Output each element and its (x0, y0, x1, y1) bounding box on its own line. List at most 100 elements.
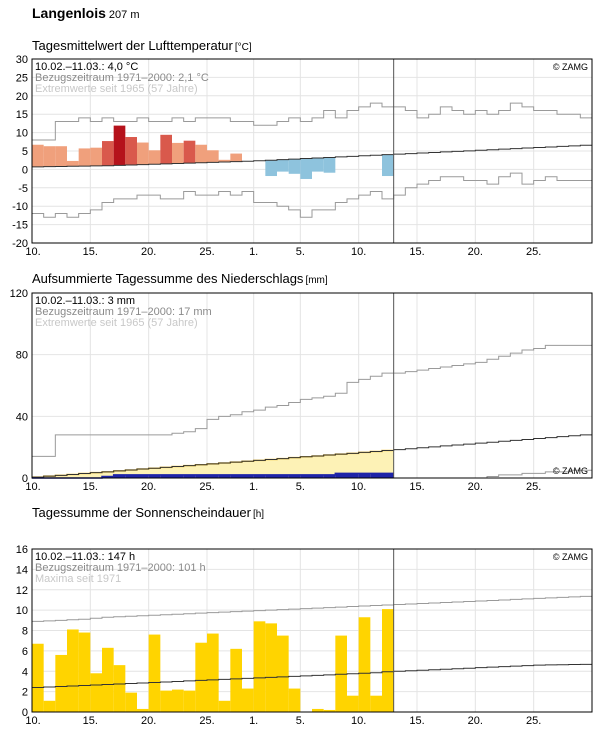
precip-actual-bar (137, 474, 149, 478)
temp-bar (230, 153, 242, 162)
temp-credit: © ZAMG (553, 62, 588, 72)
sunshine-chart-title: Tagessumme der Sonnenscheindauer [h] (32, 505, 264, 520)
temp-ytick-label: 30 (16, 54, 28, 66)
temp-xtick-label: 10. (351, 246, 366, 258)
temp-bar (160, 134, 172, 164)
temp-xtick-label: 25. (526, 246, 541, 258)
precip-xtick-label: 10. (25, 481, 40, 493)
temp-ytick-label: 5 (22, 146, 28, 158)
sunshine-bar (253, 621, 266, 712)
sunshine-bar (370, 695, 382, 712)
precip-info-extremes: Extremwerte seit 1965 (57 Jahre) (35, 317, 198, 329)
temp-bar (32, 144, 44, 167)
sunshine-bar (382, 609, 394, 712)
temp-bar (277, 159, 289, 172)
sunshine-bar (358, 617, 371, 712)
precip-actual-bar (288, 474, 301, 478)
precipitation-unit: [mm] (305, 275, 328, 286)
station-name: Langenlois (32, 5, 106, 21)
temp-xtick-label: 1. (249, 246, 258, 258)
precip-xtick-label: 20. (468, 481, 483, 493)
sunshine-bar (195, 642, 207, 712)
temp-bar (183, 140, 196, 164)
sun-info-current: 10.02.–11.03.: 147 h (35, 551, 135, 563)
sunshine-bar (78, 632, 91, 712)
sun-xtick-label: 15. (83, 715, 98, 727)
temp-max-extreme-line (32, 102, 592, 141)
precip-baseline-line (32, 434, 592, 478)
temp-bar (218, 159, 231, 163)
precip-plot-frame (31, 292, 593, 479)
precip-ytick-label: 0 (22, 473, 28, 485)
temp-ytick-label: -5 (18, 183, 28, 195)
precip-actual-bar (160, 474, 172, 478)
sunshine-bar (218, 700, 231, 712)
temp-bar (382, 154, 394, 177)
temp-ytick-label: -20 (12, 238, 28, 250)
sun-plot-frame (31, 548, 593, 713)
sun-ytick-label: 16 (16, 544, 28, 556)
sunshine-bar (43, 700, 56, 712)
sunshine-bar (160, 690, 172, 712)
temp-xtick-label: 15. (409, 246, 424, 258)
temp-info-reference: Bezugszeitraum 1971–2000: 2,1 °C (35, 72, 209, 84)
precip-actual-bar (253, 474, 266, 478)
precip-actual-bar (335, 473, 347, 478)
precip-actual-bar (370, 473, 382, 478)
sunshine-bar (113, 665, 126, 712)
temp-bar (125, 137, 137, 165)
precip-actual-bar (358, 473, 371, 478)
sunshine-bar (148, 634, 161, 712)
sunshine-bar (102, 647, 114, 712)
sunshine-baseline-line (32, 663, 592, 689)
temperature-unit: [°C] (234, 42, 252, 53)
sunshine-bar (277, 635, 289, 712)
sun-xtick-label: 25. (526, 715, 541, 727)
temp-bar (207, 150, 219, 163)
sun-xtick-label: 25. (199, 715, 214, 727)
temp-bar (102, 141, 114, 166)
sun-xtick-label: 5. (296, 715, 305, 727)
sunshine-bar (183, 690, 196, 712)
precip-actual-bar (323, 474, 336, 478)
temp-bar (172, 142, 184, 164)
precip-credit: © ZAMG (553, 466, 588, 476)
precip-actual-bar (113, 474, 126, 478)
temp-min-extreme-line (32, 172, 592, 218)
precipitation-title-text: Aufsummierte Tagessumme des Niederschlag… (32, 271, 304, 286)
sun-ytick-label: 6 (22, 646, 28, 658)
sunshine-bar (335, 635, 347, 712)
sun-xtick-label: 20. (141, 715, 156, 727)
precip-ytick-label: 40 (16, 411, 28, 423)
temp-bar (265, 160, 277, 177)
sun-info-reference: Bezugszeitraum 1971–2000: 101 h (35, 562, 206, 574)
temp-bar (137, 142, 149, 165)
precip-xtick-label: 10. (351, 481, 366, 493)
temp-ytick-label: 20 (16, 91, 28, 103)
sunshine-max-line (32, 595, 592, 622)
precip-actual-bar (265, 474, 277, 478)
precip-actual-bar (207, 474, 219, 478)
sunshine-bar (347, 695, 359, 712)
precip-xtick-label: 20. (141, 481, 156, 493)
sun-xtick-label: 10. (25, 715, 40, 727)
precip-actual-bar (382, 473, 394, 478)
temp-xtick-label: 25. (199, 246, 214, 258)
precip-max-extreme-line (32, 344, 592, 457)
sunshine-bar (323, 709, 336, 712)
sun-ytick-label: 0 (22, 707, 28, 719)
sun-xtick-label: 15. (409, 715, 424, 727)
precip-xtick-label: 15. (83, 481, 98, 493)
temp-bar (78, 148, 91, 167)
precip-actual-bar (312, 474, 324, 478)
temp-info-extremes: Extremwerte seit 1965 (57 Jahre) (35, 83, 198, 95)
precip-actual-bar (347, 473, 359, 478)
sunshine-bar (67, 629, 79, 712)
temp-xtick-label: 10. (25, 246, 40, 258)
sunshine-bar (125, 692, 137, 712)
sunshine-unit: [h] (252, 509, 265, 520)
station-altitude: 207 m (108, 9, 140, 21)
sun-ytick-label: 2 (22, 687, 28, 699)
temp-info-current: 10.02.–11.03.: 4,0 °C (35, 61, 138, 73)
